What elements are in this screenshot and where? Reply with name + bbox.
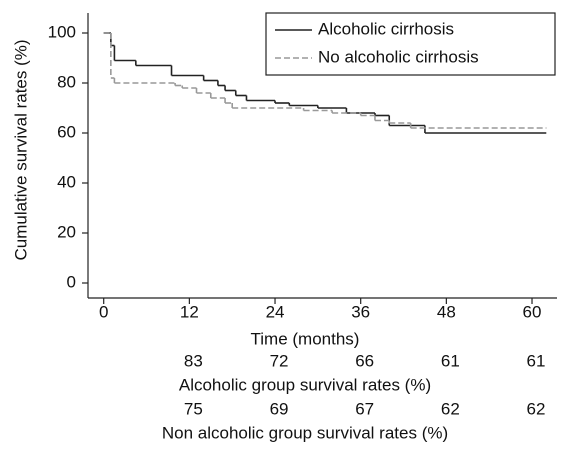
y-axis-label: Cumulative survival rates (%): [11, 39, 30, 260]
x-tick-label: 36: [351, 302, 370, 321]
risk-label: Alcoholic group survival rates (%): [179, 375, 431, 394]
x-tick-label: 60: [523, 302, 542, 321]
risk-value: 66: [355, 351, 374, 370]
y-tick-label: 60: [57, 122, 76, 141]
x-tick-label: 12: [180, 302, 199, 321]
legend-label: No alcoholic cirrhosis: [318, 47, 479, 66]
risk-value: 75: [184, 399, 203, 418]
y-tick-label: 20: [57, 222, 76, 241]
risk-value: 61: [527, 351, 546, 370]
risk-value: 67: [355, 399, 374, 418]
x-axis-label: Time (months): [251, 329, 360, 348]
y-tick-label: 100: [48, 22, 76, 41]
risk-value: 83: [184, 351, 203, 370]
y-tick-label: 0: [67, 272, 76, 291]
risk-value: 69: [270, 399, 289, 418]
x-tick-label: 0: [99, 302, 108, 321]
risk-label: Non alcoholic group survival rates (%): [162, 423, 448, 442]
risk-value: 62: [527, 399, 546, 418]
legend-label: Alcoholic cirrhosis: [318, 19, 454, 38]
risk-value: 72: [270, 351, 289, 370]
risk-value: 61: [441, 351, 460, 370]
y-tick-label: 80: [57, 72, 76, 91]
x-tick-label: 48: [437, 302, 456, 321]
risk-value: 62: [441, 399, 460, 418]
y-tick-label: 40: [57, 172, 76, 191]
x-tick-label: 24: [266, 302, 285, 321]
legend-box: [265, 12, 556, 76]
